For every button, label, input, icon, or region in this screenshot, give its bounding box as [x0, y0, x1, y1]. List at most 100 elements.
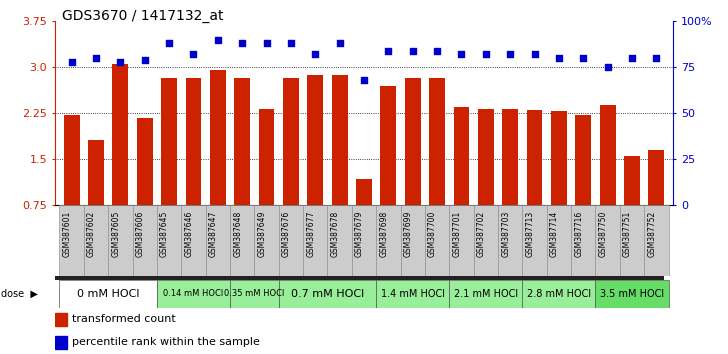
Point — [212, 37, 223, 42]
Bar — [571, 205, 596, 276]
Point — [261, 40, 272, 46]
Text: GSM387602: GSM387602 — [87, 211, 96, 257]
Bar — [547, 205, 571, 276]
Point — [407, 48, 419, 53]
Bar — [600, 105, 616, 251]
Text: GSM387701: GSM387701 — [452, 211, 462, 257]
Text: GSM387677: GSM387677 — [306, 211, 315, 257]
Bar — [157, 205, 181, 276]
Bar — [474, 205, 498, 276]
Bar — [624, 156, 640, 251]
Text: GSM387698: GSM387698 — [379, 211, 388, 257]
Bar — [55, 313, 67, 326]
Point — [66, 59, 77, 64]
Text: GSM387703: GSM387703 — [501, 211, 510, 257]
Point — [382, 48, 394, 53]
Text: 2.8 mM HOCl: 2.8 mM HOCl — [527, 289, 591, 299]
Text: 1.4 mM HOCl: 1.4 mM HOCl — [381, 289, 445, 299]
Bar — [283, 78, 298, 251]
Bar — [478, 109, 494, 251]
Bar — [449, 205, 474, 276]
Bar — [132, 205, 157, 276]
Point — [431, 48, 443, 53]
Text: GSM387648: GSM387648 — [233, 211, 242, 257]
Text: GSM387700: GSM387700 — [428, 211, 437, 257]
Text: GDS3670 / 1417132_at: GDS3670 / 1417132_at — [62, 9, 223, 23]
Bar — [254, 205, 279, 276]
Bar — [332, 75, 347, 251]
Bar — [205, 205, 230, 276]
Point — [553, 55, 565, 61]
Text: GSM387679: GSM387679 — [355, 211, 364, 257]
Bar — [108, 205, 132, 276]
Text: GSM387605: GSM387605 — [111, 211, 120, 257]
Bar — [523, 205, 547, 276]
Text: GSM387645: GSM387645 — [160, 211, 169, 257]
Point — [577, 55, 589, 61]
Text: 0.35 mM HOCl: 0.35 mM HOCl — [224, 290, 285, 298]
Point — [505, 52, 516, 57]
Text: GSM387751: GSM387751 — [623, 211, 632, 257]
Bar — [258, 109, 274, 251]
Text: transformed count: transformed count — [72, 314, 175, 325]
Point — [456, 52, 467, 57]
Bar — [381, 86, 396, 251]
Point — [480, 52, 491, 57]
Text: GSM387752: GSM387752 — [647, 211, 657, 257]
Bar — [234, 78, 250, 251]
Bar — [454, 107, 470, 251]
Bar — [112, 64, 128, 251]
Text: GSM387601: GSM387601 — [63, 211, 71, 257]
Text: GSM387699: GSM387699 — [404, 211, 413, 257]
Bar — [649, 150, 664, 251]
Bar — [400, 205, 425, 276]
Text: GSM387702: GSM387702 — [477, 211, 486, 257]
Bar — [376, 205, 400, 276]
Bar — [356, 179, 372, 251]
Point — [626, 55, 638, 61]
Bar — [55, 276, 664, 280]
Point — [529, 52, 540, 57]
Point — [309, 52, 321, 57]
Text: 0.14 mM HOCl: 0.14 mM HOCl — [163, 290, 223, 298]
Text: GSM387678: GSM387678 — [331, 211, 340, 257]
Bar — [526, 110, 542, 251]
Bar — [279, 205, 303, 276]
Text: percentile rank within the sample: percentile rank within the sample — [72, 337, 260, 348]
Text: GSM387649: GSM387649 — [258, 211, 266, 257]
Point — [163, 40, 175, 46]
Bar — [376, 280, 449, 308]
Text: GSM387676: GSM387676 — [282, 211, 291, 257]
Bar — [60, 205, 84, 276]
Bar — [60, 280, 157, 308]
Bar — [279, 280, 376, 308]
Point — [651, 55, 662, 61]
Bar — [307, 75, 323, 251]
Text: GSM387714: GSM387714 — [550, 211, 559, 257]
Bar — [596, 280, 668, 308]
Bar — [64, 115, 79, 251]
Bar — [161, 78, 177, 251]
Point — [334, 40, 346, 46]
Bar — [405, 78, 421, 251]
Bar — [425, 205, 449, 276]
Text: 3.5 mM HOCl: 3.5 mM HOCl — [600, 289, 664, 299]
Bar — [181, 205, 205, 276]
Bar — [55, 336, 67, 349]
Point — [90, 55, 102, 61]
Text: GSM387750: GSM387750 — [598, 211, 608, 257]
Text: 0.7 mM HOCl: 0.7 mM HOCl — [290, 289, 364, 299]
Bar — [551, 112, 567, 251]
Text: GSM387646: GSM387646 — [184, 211, 194, 257]
Point — [114, 59, 126, 64]
Bar — [84, 205, 108, 276]
Bar — [523, 280, 596, 308]
Point — [237, 40, 248, 46]
Bar — [186, 78, 202, 251]
Bar — [352, 205, 376, 276]
Point — [285, 40, 297, 46]
Bar — [328, 205, 352, 276]
Text: 0 mM HOCl: 0 mM HOCl — [77, 289, 140, 299]
Point — [358, 77, 370, 83]
Point — [188, 52, 199, 57]
